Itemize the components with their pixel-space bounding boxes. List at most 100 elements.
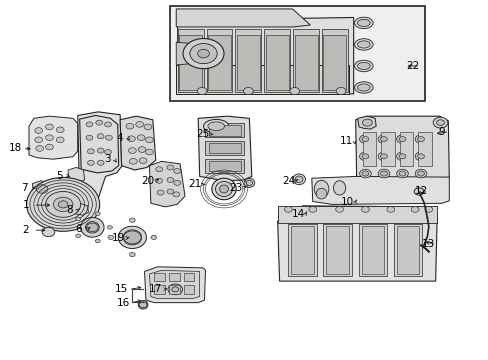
Circle shape — [56, 127, 64, 133]
Circle shape — [289, 87, 299, 95]
Bar — [183, 285, 194, 294]
Circle shape — [137, 135, 145, 140]
Bar — [168, 273, 179, 282]
Circle shape — [377, 152, 389, 161]
Circle shape — [86, 122, 93, 127]
Circle shape — [335, 207, 343, 212]
Text: 6: 6 — [75, 225, 82, 234]
Ellipse shape — [81, 217, 104, 237]
Ellipse shape — [244, 179, 254, 187]
Bar — [396, 226, 418, 274]
Polygon shape — [205, 123, 244, 137]
Polygon shape — [294, 35, 317, 90]
Circle shape — [45, 192, 81, 217]
Ellipse shape — [245, 180, 252, 185]
Polygon shape — [149, 161, 184, 207]
Circle shape — [128, 148, 136, 153]
Circle shape — [377, 135, 389, 143]
Text: 19: 19 — [112, 233, 125, 243]
Polygon shape — [277, 206, 436, 281]
Text: 24: 24 — [281, 176, 294, 186]
Circle shape — [243, 87, 253, 95]
Circle shape — [126, 123, 134, 129]
Text: 22: 22 — [405, 61, 419, 71]
Polygon shape — [205, 159, 244, 173]
Circle shape — [108, 235, 114, 239]
Circle shape — [35, 137, 42, 143]
Circle shape — [151, 235, 157, 239]
Circle shape — [197, 49, 209, 58]
Circle shape — [45, 144, 53, 150]
Polygon shape — [149, 270, 199, 298]
Polygon shape — [176, 42, 197, 65]
Circle shape — [166, 165, 173, 170]
Circle shape — [36, 145, 43, 151]
Circle shape — [45, 135, 53, 140]
Polygon shape — [264, 29, 289, 92]
Ellipse shape — [207, 122, 224, 131]
Text: 9: 9 — [438, 127, 445, 136]
Circle shape — [414, 169, 426, 178]
Circle shape — [284, 207, 292, 212]
Circle shape — [173, 180, 180, 185]
Circle shape — [189, 44, 217, 64]
Circle shape — [45, 124, 53, 130]
Circle shape — [359, 152, 370, 161]
Ellipse shape — [215, 181, 232, 197]
Polygon shape — [32, 181, 52, 196]
Bar — [361, 226, 383, 274]
Circle shape — [76, 234, 81, 238]
Text: 14: 14 — [291, 209, 304, 219]
Polygon shape — [206, 29, 232, 92]
Polygon shape — [198, 116, 251, 181]
Text: 17: 17 — [149, 284, 162, 294]
Text: 18: 18 — [9, 143, 22, 153]
Circle shape — [361, 171, 368, 176]
Circle shape — [414, 152, 426, 161]
Circle shape — [398, 154, 405, 159]
Circle shape — [156, 167, 162, 172]
Ellipse shape — [354, 39, 372, 50]
Text: 5: 5 — [56, 171, 62, 181]
Circle shape — [398, 171, 405, 176]
Circle shape — [380, 171, 386, 176]
Bar — [417, 132, 431, 166]
Polygon shape — [74, 204, 88, 215]
Circle shape — [157, 190, 163, 195]
Ellipse shape — [85, 222, 99, 233]
Ellipse shape — [219, 185, 228, 193]
Circle shape — [417, 171, 424, 176]
Bar — [291, 226, 313, 274]
Circle shape — [359, 135, 370, 143]
Circle shape — [144, 124, 152, 130]
Polygon shape — [236, 35, 259, 90]
Circle shape — [432, 117, 447, 128]
Circle shape — [87, 160, 94, 165]
Text: 15: 15 — [115, 284, 128, 294]
Bar — [183, 273, 194, 282]
Circle shape — [95, 212, 100, 216]
Ellipse shape — [203, 120, 228, 133]
Circle shape — [424, 207, 432, 212]
Polygon shape — [311, 176, 448, 204]
Polygon shape — [120, 116, 156, 170]
Polygon shape — [179, 35, 202, 90]
Text: 12: 12 — [413, 186, 427, 197]
Circle shape — [104, 149, 111, 154]
Polygon shape — [29, 116, 78, 159]
Bar — [282, 215, 432, 222]
Polygon shape — [321, 29, 347, 92]
Circle shape — [436, 120, 444, 126]
Polygon shape — [177, 29, 203, 92]
Polygon shape — [177, 18, 353, 94]
Text: 8: 8 — [66, 206, 73, 216]
Circle shape — [396, 169, 407, 178]
Circle shape — [380, 136, 386, 141]
Bar — [362, 132, 375, 166]
Ellipse shape — [292, 174, 305, 185]
Text: 23: 23 — [229, 183, 242, 193]
Circle shape — [413, 188, 423, 195]
Text: 20: 20 — [141, 176, 154, 186]
Circle shape — [335, 87, 345, 95]
Circle shape — [97, 148, 104, 153]
